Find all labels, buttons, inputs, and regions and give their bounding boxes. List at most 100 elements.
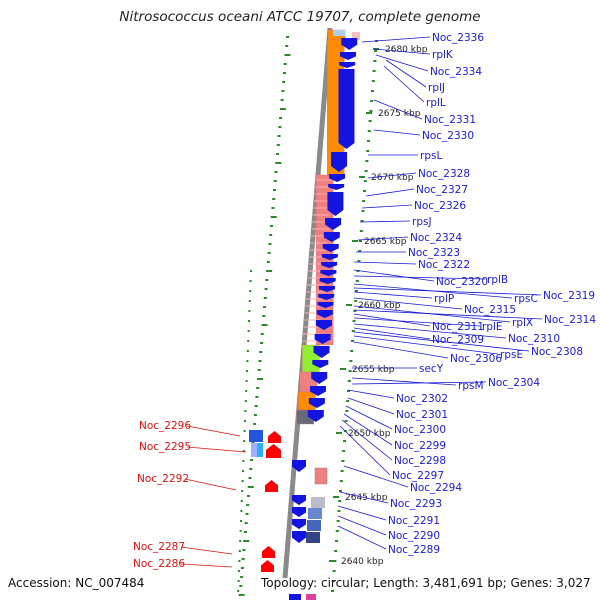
gc-tick (364, 170, 368, 172)
gene-label: Noc_2295 (139, 441, 191, 453)
leader-line (353, 291, 433, 299)
reverse-gene-box (249, 430, 263, 442)
gene-label: rplL (426, 97, 446, 109)
gene-label: Noc_2293 (390, 498, 442, 510)
forward-gene-arrow (289, 594, 301, 600)
backbone-line (282, 27, 333, 579)
gene-track (249, 38, 358, 600)
tick-label: 2650 kbp (348, 429, 391, 439)
cds-block (307, 520, 321, 531)
forward-gene-arrow (313, 346, 330, 358)
gene-label: Noc_2315 (464, 304, 516, 316)
gene-label: Noc_2290 (388, 530, 440, 542)
leader-line (353, 317, 481, 327)
reverse-gene-arrow (265, 480, 278, 492)
gc-tick (275, 162, 282, 164)
gc-tick (346, 400, 350, 402)
leader-line (361, 204, 413, 209)
gene-label: Noc_2319 (543, 290, 595, 302)
gc-tick (254, 405, 258, 407)
forward-gene-arrow (323, 232, 340, 242)
forward-gene-arrow (318, 294, 335, 300)
gene-label: Noc_2336 (432, 32, 484, 44)
gc-tick (243, 540, 250, 542)
gc-tick (362, 200, 366, 202)
gc-tick (352, 320, 356, 322)
gc-tick (272, 198, 276, 200)
gc-tick (259, 351, 263, 353)
gc-tick (359, 240, 362, 242)
gene-label: rplP (434, 293, 454, 305)
gene-label: rplJ (428, 82, 445, 94)
cds-block (352, 32, 360, 40)
gc-tick (245, 513, 249, 515)
gc-tick (246, 360, 249, 362)
gc-tick (249, 280, 252, 282)
forward-gene-arrow (325, 218, 342, 230)
gc-tick (332, 570, 336, 572)
gc-tick (266, 270, 273, 272)
gc-tick (366, 150, 370, 152)
leader-line (353, 275, 486, 280)
leader-line (347, 389, 395, 399)
gc-tick (257, 369, 261, 371)
leader-line (186, 446, 247, 453)
gene-label: Noc_2324 (410, 232, 462, 244)
leader-line (337, 515, 387, 536)
leader-line (353, 341, 449, 359)
gc-tick (239, 530, 242, 532)
forward-gene-arrow (329, 174, 346, 182)
gene-label: Noc_2334 (430, 66, 482, 78)
leader-line (337, 505, 387, 521)
gene-label: Noc_2326 (414, 200, 466, 212)
gc-tick (344, 420, 348, 422)
gc-tick (265, 279, 269, 281)
gc-tick (371, 90, 374, 92)
gc-tick (264, 288, 268, 290)
gc-tick (250, 270, 252, 272)
leader-line (353, 297, 463, 310)
gene-label: rpsM (458, 380, 484, 392)
reverse-gene-box (251, 443, 257, 457)
gc-tick (351, 330, 355, 332)
leader-line (353, 269, 435, 282)
gc-tick (345, 410, 349, 412)
gc-tick (256, 387, 260, 389)
forward-gene-arrow (292, 507, 306, 517)
gc-tick (331, 580, 335, 582)
gene-label: Noc_2331 (424, 114, 476, 126)
gc-tick (282, 81, 286, 83)
gc-tick (263, 297, 267, 299)
gc-tick (245, 380, 248, 382)
gene-label: Noc_2300 (394, 424, 446, 436)
leader-line (341, 419, 393, 461)
tick-label: 2665 kbp (364, 237, 407, 247)
tick-label: 2655 kbp (352, 365, 395, 375)
gc-tick (278, 126, 282, 128)
gc-tick (373, 60, 377, 62)
gc-tick (357, 260, 361, 262)
gene-label: rplE (482, 321, 503, 333)
gc-tick (280, 99, 284, 101)
label-leaders (180, 36, 543, 568)
leader-line (347, 397, 395, 415)
gc-tick (363, 190, 366, 192)
leader-line (373, 48, 431, 55)
leader-line (186, 425, 241, 437)
gene-label: Noc_2291 (388, 515, 440, 527)
forward-gene-arrow (308, 398, 325, 408)
gc-tick (238, 560, 241, 562)
gc-tick (240, 520, 242, 522)
gene-label: Noc_2294 (410, 482, 462, 494)
gc-tick (276, 144, 280, 146)
gc-tick (347, 380, 351, 382)
gc-tick (237, 590, 240, 592)
gene-label: Noc_2299 (394, 440, 446, 452)
forward-gene-arrow (320, 270, 337, 276)
forward-gene-arrow (311, 372, 328, 384)
forward-gene-arrow (315, 320, 332, 330)
tick-mark (336, 432, 342, 434)
leader-line (351, 381, 487, 385)
forward-gene-arrow (316, 310, 333, 318)
